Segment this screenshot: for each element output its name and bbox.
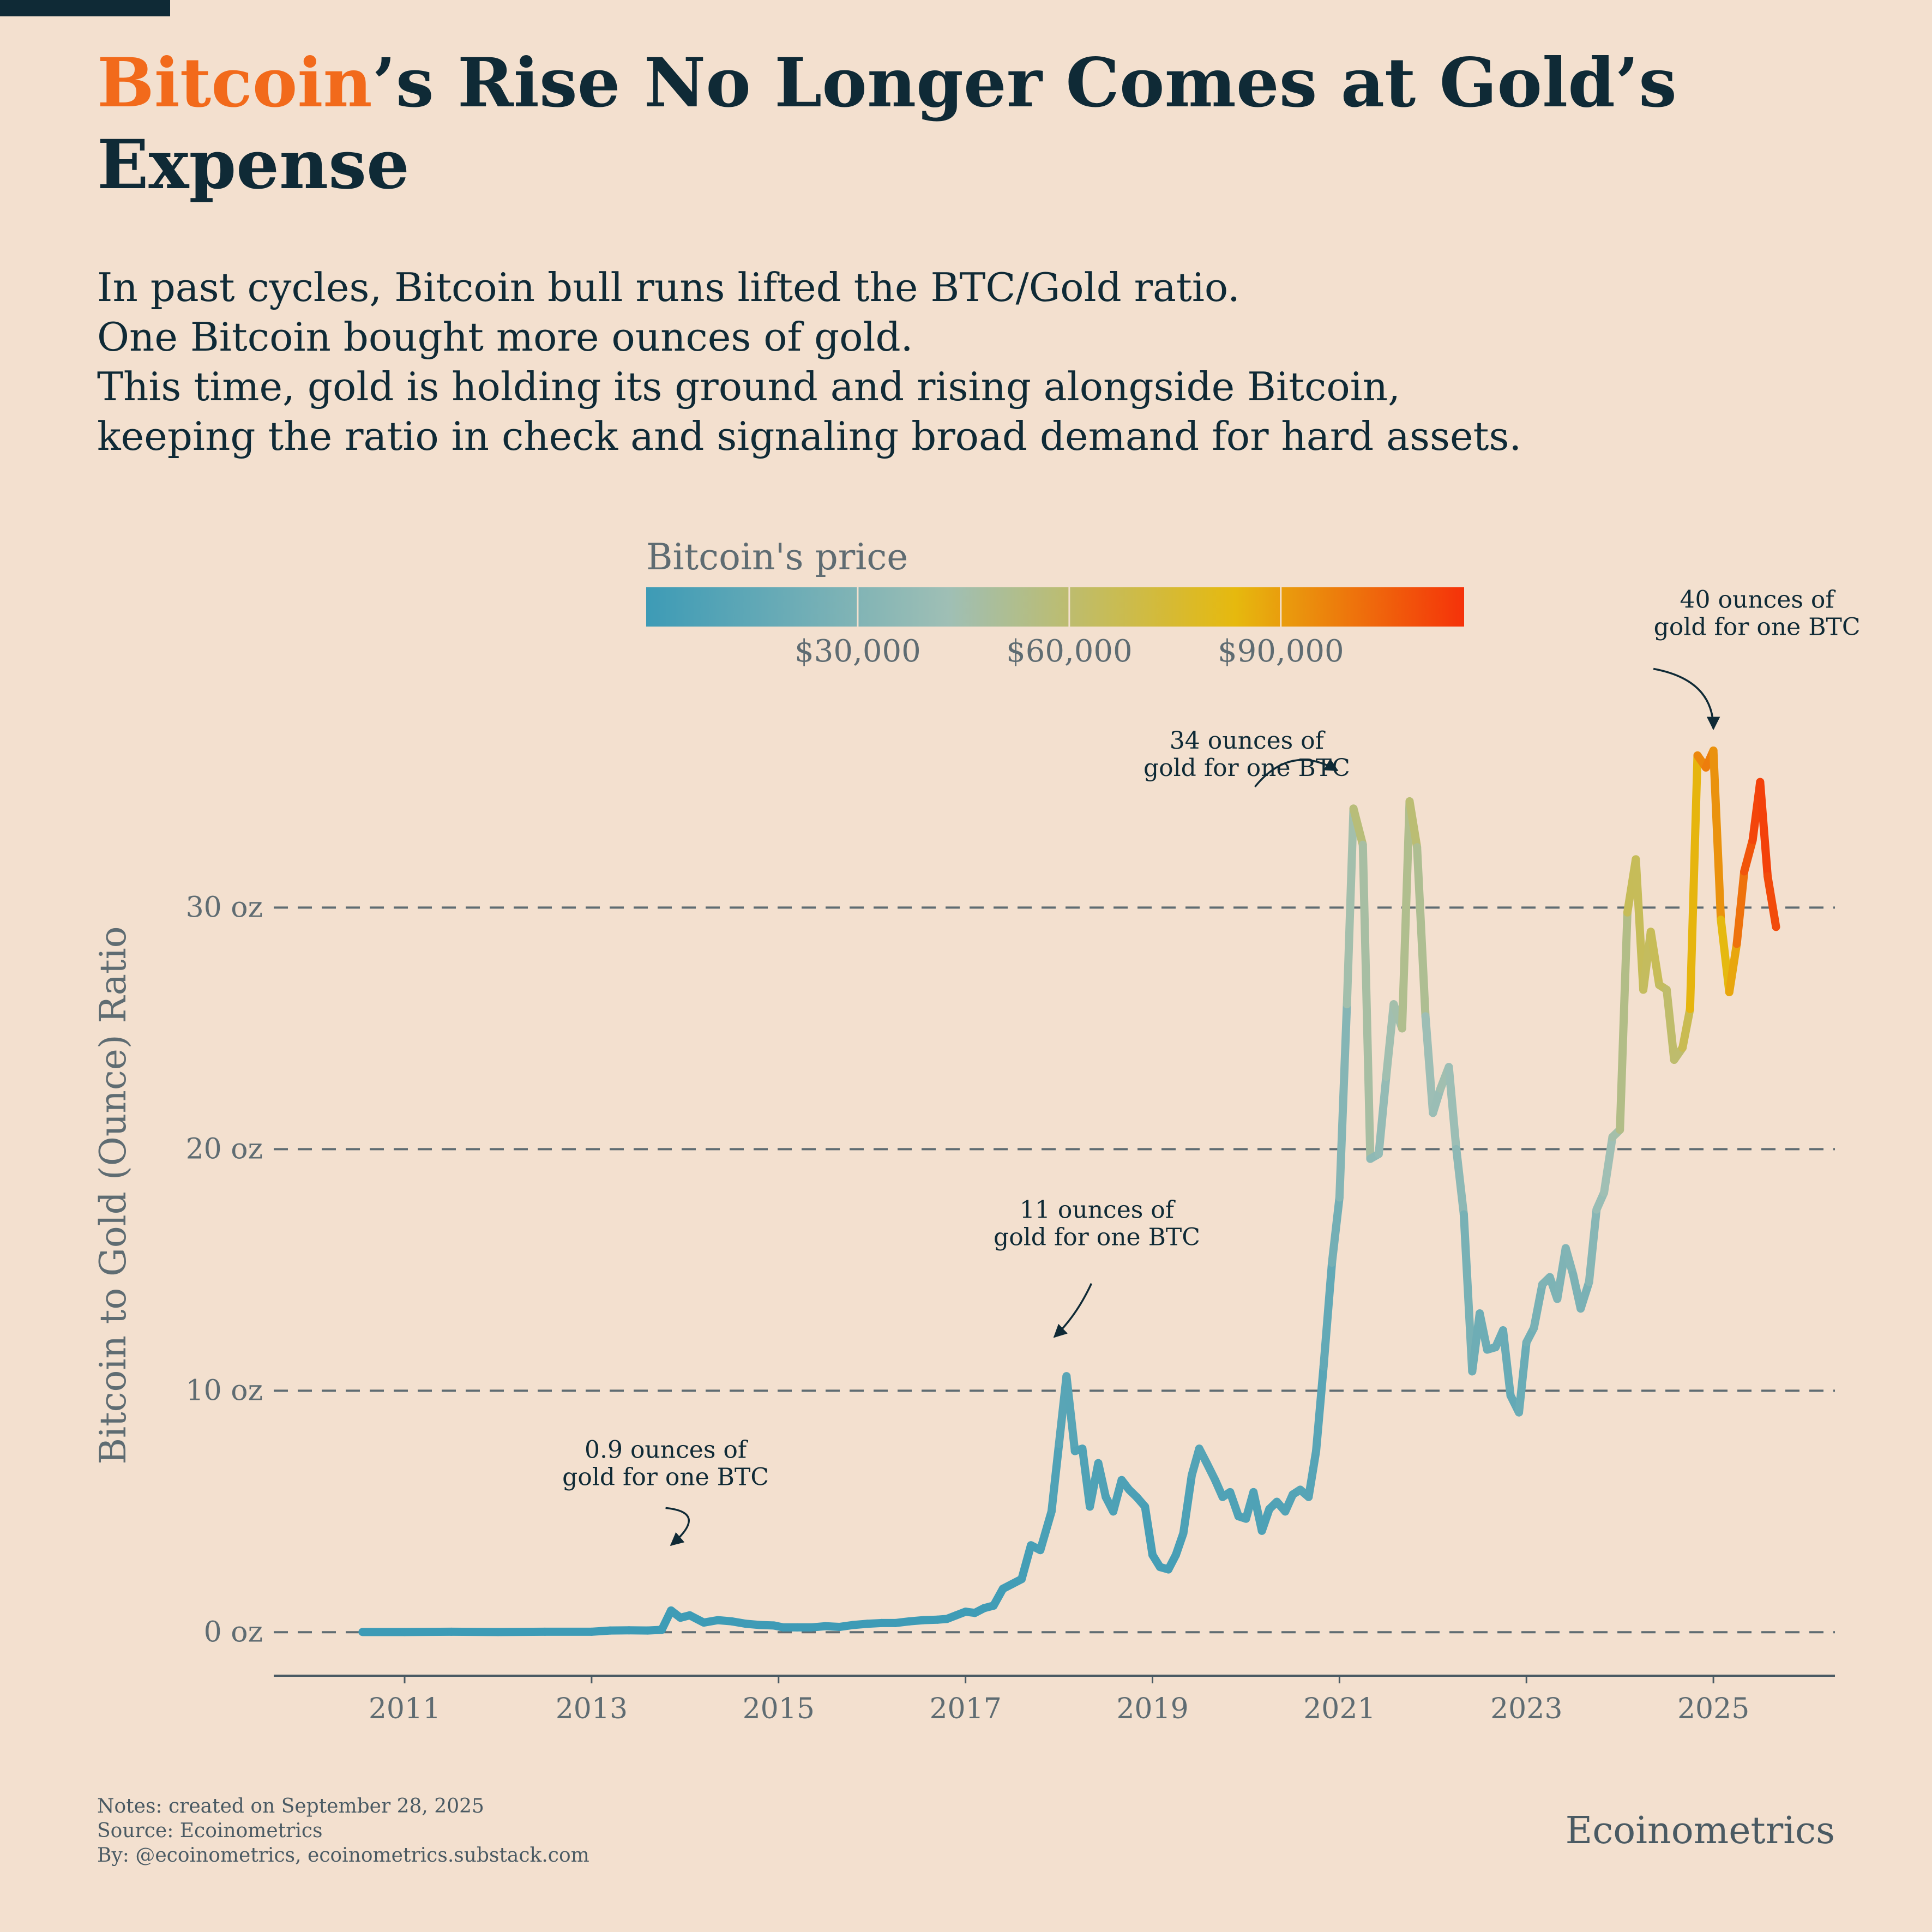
x-tick-label: 2019 xyxy=(1116,1693,1188,1725)
line-segment xyxy=(1459,1210,1477,1376)
title-rest: ’s Rise No Longer Comes at Gold’s xyxy=(372,44,1677,123)
title-highlight: Bitcoin xyxy=(97,44,372,123)
line-segment xyxy=(1429,1085,1445,1117)
line-segment xyxy=(1062,1372,1079,1455)
line-segment xyxy=(1740,835,1757,876)
line-segment xyxy=(1343,804,1358,1009)
line-segment xyxy=(1646,928,1664,989)
y-tick-label: 20 oz xyxy=(186,1133,263,1165)
x-tick-label: 2015 xyxy=(743,1693,815,1725)
notes-text: Notes: created on September 28, 2025 xyxy=(97,1795,484,1817)
line-segment xyxy=(1725,940,1741,996)
line-segment xyxy=(1141,1502,1157,1560)
line-segment xyxy=(1600,1133,1617,1197)
line-segment xyxy=(1349,804,1367,849)
subtitle-line: This time, gold is holding its ground an… xyxy=(97,364,1400,410)
annotation-label: 34 ounces of xyxy=(1170,727,1326,755)
line-segment xyxy=(1445,1063,1461,1153)
x-tick-label: 2025 xyxy=(1677,1693,1749,1725)
line-segment xyxy=(1709,747,1725,924)
y-tick-label: 30 oz xyxy=(186,891,263,924)
annotation-arrow xyxy=(1254,759,1339,787)
line-segment xyxy=(1319,1259,1337,1371)
annotation-label: gold for one BTC xyxy=(994,1224,1200,1251)
colorbar-tick-label: $60,000 xyxy=(1006,634,1133,669)
line-segment xyxy=(1515,1338,1531,1417)
line-segment xyxy=(1452,1145,1468,1219)
line-segment xyxy=(1226,1488,1243,1521)
line-segment xyxy=(1662,985,1678,1064)
line-segment xyxy=(1756,778,1772,881)
byline-text: By: @ecoinometrics, ecoinometrics.substa… xyxy=(97,1844,589,1867)
colorbar-tick-label: $90,000 xyxy=(1218,634,1344,669)
brand-logo-text: Ecoinometrics xyxy=(1565,1809,1835,1852)
annotation-label: 40 ounces of xyxy=(1680,586,1836,614)
x-tick-label: 2021 xyxy=(1303,1693,1375,1725)
x-tick-label: 2013 xyxy=(556,1693,628,1725)
footer-notes: Notes: created on September 28, 2025 Sou… xyxy=(97,1794,589,1868)
line-segment xyxy=(1328,1193,1344,1267)
line-segment xyxy=(1374,1072,1391,1158)
x-tick-label: 2011 xyxy=(369,1693,441,1725)
line-segment xyxy=(1312,1362,1328,1455)
line-segment xyxy=(1476,1309,1491,1354)
annotation-label: gold for one BTC xyxy=(1143,754,1350,782)
line-segment xyxy=(1530,1280,1546,1332)
line-segment xyxy=(1498,1326,1515,1400)
line-segment xyxy=(1017,1541,1036,1584)
annotation-label: gold for one BTC xyxy=(1654,613,1861,641)
line-segment xyxy=(1405,797,1422,852)
subtitle-line: One Bitcoin bought more ounces of gold. xyxy=(97,314,913,360)
line-segment xyxy=(1585,1205,1601,1286)
x-tick-label: 2023 xyxy=(1490,1693,1562,1725)
line-segment xyxy=(1398,797,1414,1033)
chart-title: Bitcoin’s Rise No Longer Comes at Gold’s… xyxy=(97,43,1842,206)
annotation-label: 0.9 ounces of xyxy=(585,1436,748,1464)
line-segment xyxy=(1732,867,1749,948)
annotation-arrow xyxy=(665,1507,690,1546)
line-segment xyxy=(1413,843,1430,1021)
colorbar-ticks: $30,000 $60,000 $90,000 xyxy=(795,587,1344,669)
source-text: Source: Ecoinometrics xyxy=(97,1820,323,1842)
x-tick-label: 2017 xyxy=(929,1693,1001,1725)
top-accent-bar xyxy=(0,0,170,16)
line-segment xyxy=(1036,1507,1056,1555)
colorbar xyxy=(646,587,1464,627)
line-segment xyxy=(1304,1447,1321,1501)
annotation-label: 11 ounces of xyxy=(1020,1196,1176,1224)
line-segment xyxy=(1358,840,1375,1163)
title-line-2: Expense xyxy=(97,125,410,204)
line-segment xyxy=(1576,1278,1593,1313)
annotation-label: gold for one BTC xyxy=(562,1463,769,1491)
line-segment xyxy=(1094,1459,1110,1501)
line-segment xyxy=(1109,1476,1126,1516)
grid-lines xyxy=(274,906,1835,1634)
colorbar-title: Bitcoin's price xyxy=(646,536,908,578)
y-tick-label: 0 oz xyxy=(204,1616,263,1648)
subtitle-line: keeping the ratio in check and signaling… xyxy=(97,413,1522,459)
line-segment xyxy=(1047,1440,1063,1516)
line-segment xyxy=(1678,1004,1694,1052)
annotation-arrow xyxy=(1053,1283,1093,1338)
subtitle-line: In past cycles, Bitcoin bull runs lifted… xyxy=(97,264,1240,310)
line-segment xyxy=(1561,1244,1578,1279)
line-segment xyxy=(1421,1012,1437,1117)
colorbar-tick-label: $30,000 xyxy=(795,634,921,669)
y-tick-label: 10 oz xyxy=(186,1374,263,1407)
annotation-arrow xyxy=(1653,667,1720,730)
chart-subtitle: In past cycles, Bitcoin bull runs lifted… xyxy=(97,263,1842,461)
y-axis-label: Bitcoin to Gold (Ounce) Ratio xyxy=(92,926,134,1464)
line-segment xyxy=(1382,1000,1398,1081)
line-segment xyxy=(1616,908,1632,1134)
line-segment xyxy=(1335,1000,1351,1202)
line-segment xyxy=(1179,1471,1196,1538)
line-segment xyxy=(1686,751,1702,1013)
y-axis: 0 oz 10 oz 20 oz 30 oz xyxy=(186,891,263,1648)
x-axis: 2011 2013 2015 2017 2019 2021 2023 2025 xyxy=(369,1676,1749,1725)
ratio-series xyxy=(358,747,1780,1636)
line-segment xyxy=(1764,872,1780,931)
